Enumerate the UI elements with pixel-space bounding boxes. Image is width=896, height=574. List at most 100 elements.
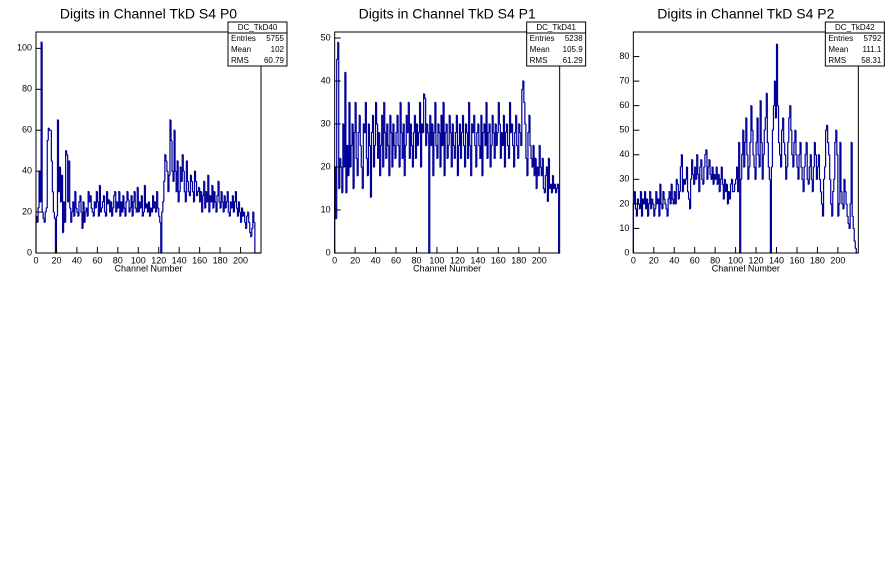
histogram-bin	[527, 132, 529, 176]
histogram-bin	[648, 203, 650, 217]
histogram-bin	[180, 167, 183, 182]
histogram-bin	[467, 132, 469, 160]
histogram-bin	[149, 207, 152, 217]
histogram-bin	[216, 195, 219, 213]
histogram-bin	[791, 130, 793, 156]
histogram-bin	[707, 166, 710, 180]
histogram-bin	[671, 184, 674, 200]
histogram-bin	[161, 211, 163, 253]
x-tick-label: 80	[113, 255, 123, 265]
histogram-bin	[42, 212, 45, 219]
histogram-bin	[793, 141, 795, 168]
histogram-bin	[654, 208, 656, 217]
x-tick-label: 0	[332, 255, 337, 265]
histogram-bin	[480, 114, 482, 159]
histogram-bin	[67, 154, 69, 203]
y-tick-label: 10	[321, 204, 331, 214]
histogram-bin	[666, 208, 669, 217]
histogram-bin	[195, 181, 198, 197]
stats-label: Mean	[828, 45, 848, 54]
histogram-bin	[401, 132, 404, 160]
histogram-bin	[387, 124, 389, 147]
histogram-bin	[172, 171, 175, 182]
histogram-bin	[344, 71, 346, 168]
histogram-bin	[111, 201, 113, 217]
histogram-bin	[555, 187, 558, 193]
histogram-bin	[818, 154, 821, 180]
histogram-bin	[226, 191, 229, 202]
histogram-bin	[45, 207, 48, 213]
histogram-bin	[380, 144, 382, 176]
histogram-bin	[794, 129, 796, 143]
histogram-bin	[419, 102, 422, 168]
histogram-bin	[353, 132, 356, 189]
histogram-bin	[157, 191, 159, 209]
histogram-bin	[741, 154, 743, 180]
histogram-bin	[184, 191, 187, 203]
histogram-bin	[250, 232, 252, 238]
stats-value: 105.9	[563, 45, 584, 54]
histogram-bin	[417, 132, 420, 146]
histogram-bin	[674, 191, 677, 205]
histogram-bin	[86, 207, 89, 217]
x-tick-label: 200	[830, 255, 845, 265]
x-tick-label: 160	[491, 255, 506, 265]
histogram-bin	[457, 144, 460, 176]
histogram-bin	[132, 201, 135, 217]
x-tick-label: 100	[728, 255, 743, 265]
histogram-bin	[473, 114, 475, 133]
histogram-bin	[755, 141, 758, 180]
histogram-bin	[439, 132, 442, 168]
histogram-bin	[509, 102, 512, 134]
histogram-bin	[830, 179, 832, 205]
histogram-bin	[684, 178, 687, 185]
stats-label: RMS	[231, 56, 249, 65]
histogram-bin	[70, 207, 72, 223]
histogram-bin	[652, 198, 654, 205]
histogram-bin	[673, 191, 676, 204]
histogram-bin	[377, 124, 379, 160]
histogram-bin	[191, 181, 194, 193]
histogram-bin	[205, 191, 207, 208]
histogram-bin	[504, 132, 507, 168]
y-tick-label: 10	[619, 223, 629, 233]
histogram-bin	[199, 187, 201, 203]
histogram-bin	[723, 178, 726, 199]
histogram-bin	[158, 207, 160, 217]
histogram-bin	[97, 201, 100, 217]
histogram-panel: Digits in Channel TkD S4 P1 0 10 20 30 40 50 0 2…	[321, 6, 587, 273]
x-tick-label: 80	[411, 255, 421, 265]
histogram-bin	[804, 154, 807, 168]
histogram-bin	[382, 115, 384, 168]
histogram-bin	[719, 178, 722, 192]
stats-box	[526, 21, 587, 67]
stats-value: 61.29	[563, 56, 584, 65]
histogram-bin	[552, 175, 555, 190]
histogram-bin	[478, 124, 480, 147]
histogram-bin	[177, 160, 180, 203]
x-tick-label: 160	[192, 255, 207, 265]
histogram-bin	[338, 42, 340, 190]
stats-name: DC_TkD41	[536, 23, 576, 32]
histogram-bin	[425, 98, 427, 147]
histogram-bin	[435, 102, 437, 147]
histogram-bin	[192, 191, 195, 203]
histogram-bin	[501, 132, 504, 147]
plot-frame	[632, 31, 859, 254]
histogram-bin	[836, 130, 838, 156]
histogram-bin	[524, 102, 526, 125]
histogram-bin	[227, 191, 230, 213]
histogram-bin	[489, 124, 492, 168]
x-axis-label: Channel Number	[712, 263, 780, 273]
histogram-bin	[795, 130, 797, 156]
x-tick-label: 200	[233, 255, 248, 265]
histogram-bin	[796, 154, 798, 168]
histogram-bin	[66, 150, 68, 156]
histogram-bin	[359, 115, 362, 147]
histogram-bin	[450, 132, 453, 168]
histogram-bin	[71, 211, 73, 223]
histogram-bin	[731, 179, 734, 193]
histogram-bin	[656, 191, 658, 205]
histogram-bin	[118, 191, 120, 208]
stats-value: 5238	[565, 34, 583, 43]
